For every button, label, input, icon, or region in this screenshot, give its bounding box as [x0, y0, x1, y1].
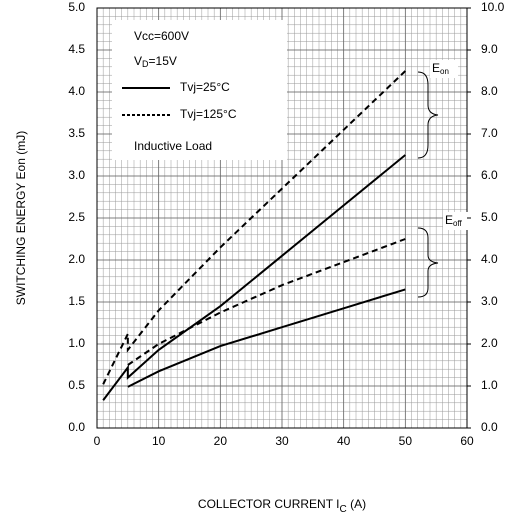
y-tick-label: 3.5 [68, 126, 85, 140]
legend-entry: Tvj=125°C [180, 107, 237, 121]
y2-tick-label: 8.0 [481, 84, 498, 98]
x-tick-label: 10 [152, 434, 166, 448]
y-tick-label: 3.0 [68, 168, 85, 182]
annotation-part: E [432, 61, 440, 75]
annotation: Eoff [445, 213, 463, 228]
y-tick-label: 0.5 [68, 378, 85, 392]
y-tick-label: 1.0 [68, 336, 85, 350]
x-axis-label-part: (A) [347, 497, 366, 511]
y-tick-label: 0.0 [68, 420, 85, 434]
label-bg [430, 60, 458, 78]
lines [102, 70, 407, 401]
series-line [102, 154, 406, 401]
y2-tick-label: 10.0 [481, 0, 505, 14]
y-axis-label: SWITCHING ENERGY Eon (mJ) [14, 131, 28, 305]
y2-tick-label: 5.0 [481, 210, 498, 224]
y-tick-label: 2.0 [68, 252, 85, 266]
series-line [127, 288, 406, 388]
y2-tick-label: 1.0 [481, 378, 498, 392]
legend-note: Vcc=600V [134, 29, 189, 43]
y2-tick-label: 3.0 [481, 294, 498, 308]
brace [417, 71, 439, 159]
legend-entry: Tvj=25°C [180, 80, 230, 94]
x-axis-label-part: COLLECTOR CURRENT I [198, 497, 340, 511]
y-tick-label: 4.5 [68, 42, 85, 56]
x-axis-label: COLLECTOR CURRENT IC (A) [198, 497, 366, 514]
legend-note-part: V [134, 54, 142, 68]
y2-tick-label: 4.0 [481, 252, 498, 266]
annotation-part: E [445, 213, 453, 227]
x-tick-label: 20 [214, 434, 228, 448]
legend-note-part: =15V [149, 54, 177, 68]
brace [417, 227, 439, 298]
legend-note: VD=15V [134, 54, 177, 69]
y2-tick-label: 9.0 [481, 42, 498, 56]
y2-tick-label: 6.0 [481, 168, 498, 182]
label-bg [443, 212, 471, 230]
x-tick-label: 30 [275, 434, 289, 448]
annotation: Eon [432, 61, 449, 76]
y-tick-label: 1.5 [68, 294, 85, 308]
y-tick-label: 2.5 [68, 210, 85, 224]
y2-tick-label: 2.0 [481, 336, 498, 350]
x-axis-label-sub: C [340, 504, 347, 515]
series-line [127, 238, 406, 366]
x-tick-label: 50 [399, 434, 413, 448]
annotation-sub: on [440, 67, 449, 76]
y-tick-label: 5.0 [68, 0, 85, 14]
x-tick-label: 60 [460, 434, 474, 448]
x-tick-label: 0 [94, 434, 101, 448]
legend-note: Inductive Load [134, 139, 212, 153]
legend-box [112, 20, 287, 160]
x-tick-label: 40 [337, 434, 351, 448]
y2-tick-label: 0.0 [481, 420, 498, 434]
legend-note-sub: D [142, 59, 149, 69]
annotation-sub: off [453, 219, 463, 228]
y2-tick-label: 7.0 [481, 126, 498, 140]
y-tick-label: 4.0 [68, 84, 85, 98]
